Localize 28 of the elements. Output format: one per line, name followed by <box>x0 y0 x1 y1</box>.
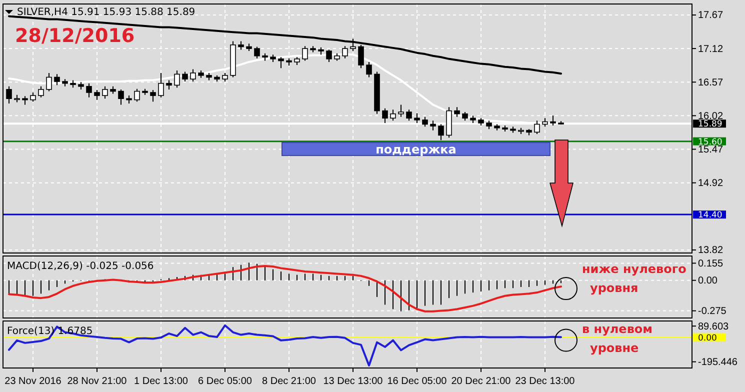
x-tick-label: 16 Dec 05:00 <box>387 376 448 387</box>
y-tick-label: 15.47 <box>698 144 724 156</box>
x-tick-label: 13 Dec 13:00 <box>323 376 384 387</box>
text: ниже нулевого уровня <box>582 262 686 295</box>
y-tick-label: 17.12 <box>698 44 724 55</box>
y-tick-label: 13.82 <box>698 245 724 256</box>
y-tick-label: 16.57 <box>698 77 724 88</box>
x-tick-label: 23 Dec 13:00 <box>515 376 576 387</box>
ref-line-label: 14.40 <box>698 210 722 221</box>
x-tick-label: 20 Dec 21:00 <box>451 376 512 387</box>
x-tick-label: 23 Nov 2016 <box>4 376 62 387</box>
text: MACD(12,26,9) -0.025 -0.056 <box>7 261 154 272</box>
text: в нулевом уровне <box>582 322 652 355</box>
y-tick-label: 14.92 <box>698 178 724 190</box>
ref-line-label: 15.89 <box>698 120 722 130</box>
y-tick-label: 0.00 <box>698 276 718 287</box>
text: 28/12/2016 <box>15 25 135 47</box>
y-tick-label: -0.275 <box>698 306 727 318</box>
x-tick-label: 1 Dec 13:00 <box>134 376 188 387</box>
x-tick-label: 8 Dec 21:00 <box>262 376 316 387</box>
y-tick-label: 0.155 <box>698 258 724 270</box>
y-tick-label: 17.67 <box>698 10 724 22</box>
chart-subtitle: SILVER,H4 15.91 15.93 15.88 15.89 <box>17 7 196 18</box>
y-tick-label: -195.446 <box>698 356 738 368</box>
annotation: поддержка <box>376 142 456 157</box>
y-tick-label: 89.603 <box>698 321 730 332</box>
x-tick-label: 6 Dec 05:00 <box>198 376 252 387</box>
x-tick-label: 28 Nov 21:00 <box>67 376 128 387</box>
